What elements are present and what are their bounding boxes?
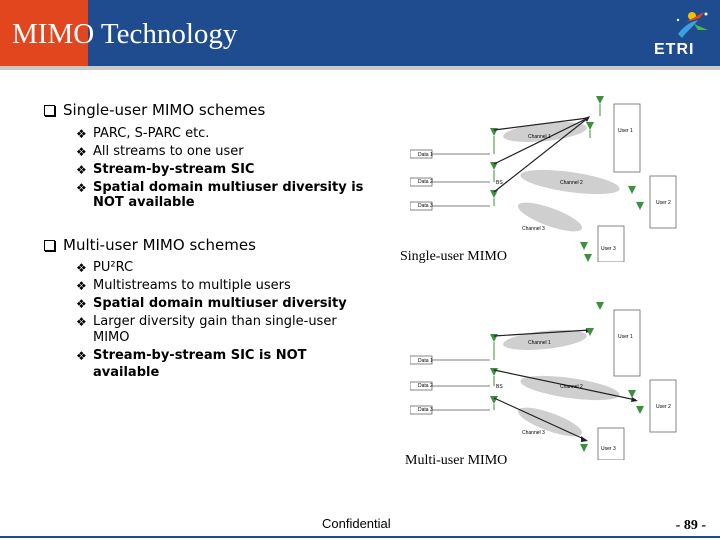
section1-heading: Single-user MIMO schemes xyxy=(44,101,265,119)
user2-label: User 2 xyxy=(656,200,671,206)
item-text: NOT available xyxy=(93,195,195,210)
user1-device xyxy=(613,103,641,173)
user3-label: User 3 xyxy=(601,446,616,452)
user3-device xyxy=(597,427,625,460)
diamond-bullet-icon: ❖ xyxy=(76,261,87,275)
item-text: available xyxy=(93,365,160,380)
diamond-bullet-icon: ❖ xyxy=(76,127,87,141)
diamond-bullet-icon: ❖ xyxy=(76,181,87,195)
item-text: PARC, S-PARC etc. xyxy=(93,126,210,141)
bs-label: BS xyxy=(496,180,503,186)
data3-label: Data 3 xyxy=(418,407,433,413)
data1-label: Data 1 xyxy=(418,152,433,158)
data3-label: Data 3 xyxy=(418,203,433,209)
footer-line xyxy=(0,536,720,538)
multi-user-caption: Multi-user MIMO xyxy=(405,453,508,468)
beam-ellipse xyxy=(520,169,620,195)
channel2-label: Channel 2 xyxy=(560,180,583,186)
etri-logo: ETRI xyxy=(648,8,714,60)
user-antenna-icons xyxy=(580,302,644,452)
beam-ellipse xyxy=(520,375,620,401)
diamond-bullet-icon: ❖ xyxy=(76,349,87,363)
beam-ellipse xyxy=(503,122,587,142)
section2-heading-text: Multi-user MIMO schemes xyxy=(63,236,256,254)
diamond-bullet-icon: ❖ xyxy=(76,315,87,329)
diamond-bullet-icon: ❖ xyxy=(76,145,87,159)
diamond-bullet-icon: ❖ xyxy=(76,163,87,177)
section1-heading-text: Single-user MIMO schemes xyxy=(63,101,266,119)
logo-text: ETRI xyxy=(654,41,695,58)
user3-device xyxy=(597,225,625,262)
item-text: All streams to one user xyxy=(93,144,244,159)
diamond-bullet-icon: ❖ xyxy=(76,297,87,311)
item-text: PU²RC xyxy=(93,260,134,275)
user1-label: User 1 xyxy=(618,128,633,134)
page-number: - 89 - xyxy=(675,518,706,533)
beam-ellipse xyxy=(517,407,583,437)
single-user-caption: Single-user MIMO xyxy=(400,249,507,264)
user2-label: User 2 xyxy=(656,404,671,410)
channel3-label: Channel 3 xyxy=(522,226,545,232)
item-text: Spatial domain multiuser diversity is xyxy=(93,180,364,195)
item-text: Larger diversity gain than single-user xyxy=(93,314,337,329)
page-title: MIMO Technology xyxy=(12,18,238,50)
section2-heading: Multi-user MIMO schemes xyxy=(44,236,256,254)
user1-label: User 1 xyxy=(618,334,633,340)
item-text: MIMO xyxy=(93,330,130,345)
channel2-label: Channel 2 xyxy=(560,384,583,390)
diamond-bullet-icon: ❖ xyxy=(76,279,87,293)
item-text: Stream-by-stream SIC is NOT xyxy=(93,348,307,363)
bs-label: BS xyxy=(496,384,503,390)
user2-device xyxy=(649,379,677,433)
bs-antenna-icons xyxy=(490,128,498,206)
user2-device xyxy=(649,175,677,229)
channel1-label: Channel 1 xyxy=(528,134,551,140)
user1-device xyxy=(613,309,641,377)
header-bar: MIMO Technology ETRI xyxy=(0,0,720,66)
data1-label: Data 1 xyxy=(418,358,433,364)
channel3-label: Channel 3 xyxy=(522,430,545,436)
header-accent xyxy=(0,0,88,66)
header-separator xyxy=(0,66,720,70)
item-text: Stream-by-stream SIC xyxy=(93,162,255,177)
data2-label: Data 2 xyxy=(418,179,433,185)
item-text: Spatial domain multiuser diversity xyxy=(93,296,347,311)
footer-confidential: Confidential xyxy=(322,516,391,531)
user3-label: User 3 xyxy=(601,246,616,252)
channel1-label: Channel 1 xyxy=(528,340,551,346)
multi-user-mimo-diagram: Data 1 Data 2 Data 3 BS Channel 1 Channe… xyxy=(410,302,677,460)
square-bullet-icon xyxy=(44,240,55,251)
data2-label: Data 2 xyxy=(418,383,433,389)
logo-figure-icon xyxy=(676,12,708,38)
user-antenna-icons xyxy=(580,96,644,262)
item-text: Multistreams to multiple users xyxy=(93,278,291,293)
square-bullet-icon xyxy=(44,105,55,116)
beam-ellipse xyxy=(503,330,587,350)
beam-ellipse xyxy=(517,202,583,232)
single-user-mimo-diagram: Data 1 Data 2 Data 3 BS Channel 1 Channe… xyxy=(410,96,677,262)
